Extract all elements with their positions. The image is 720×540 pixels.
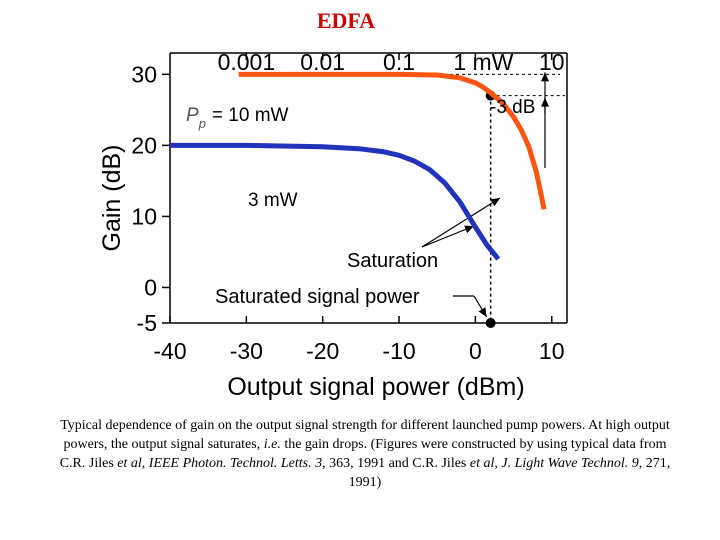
series-lines	[170, 71, 547, 261]
caption-text: , 271, 1991)	[348, 456, 671, 490]
saturation-arrow-2-head	[464, 225, 474, 234]
pump-symbol: P	[186, 105, 199, 126]
series-label-3mw: 3 mW	[248, 190, 298, 211]
caption-volume: 3	[315, 456, 323, 471]
y-axis-label: Gain (dB)	[98, 145, 126, 252]
saturated-power-arrow-head	[478, 307, 487, 317]
series-label-10mw: Pp = 10 mW	[186, 105, 289, 131]
x-tick-label: -10	[382, 338, 415, 364]
top-tick-label: 0.01	[300, 49, 345, 75]
x-tick-label: 0	[469, 338, 482, 364]
x-axis-label: Output signal power (dBm)	[227, 373, 524, 401]
top-tick-label: 1 mW	[453, 49, 513, 75]
caption-text: the gain drops. (Figures were constructe…	[59, 437, 667, 471]
x-tick-label: -30	[230, 338, 263, 364]
series-line-0	[238, 71, 547, 210]
caption-journal: J. Light Wave Technol.	[501, 456, 629, 471]
top-tick-label: 0.001	[218, 49, 276, 75]
caption-text: ,	[494, 456, 502, 471]
x-tick-label: 10	[539, 338, 565, 364]
axes: -40 -30 -20 -10 0 10 -5 0 10 20 30 0.001 0.01 0.1 1 mW…	[131, 49, 568, 364]
chart-labels: Output signal power (dBm) Gain (dB) Pp = …	[98, 97, 535, 401]
series-line-1	[170, 142, 501, 261]
caption-journal: IEEE Photon. Technol. Letts.	[148, 456, 312, 471]
slide-title: EDFA	[316, 8, 376, 33]
saturated-power-marker	[485, 318, 496, 328]
figure-caption: Typical dependence of gain on the output…	[50, 416, 680, 492]
y-tick-label: 20	[131, 132, 157, 158]
saturation-label: Saturation	[347, 250, 438, 272]
edfa-gain-chart: -40 -30 -20 -10 0 10 -5 0 10 20 30 0.001 0.01 0.1 1 mW…	[98, 49, 568, 401]
caption-italic: et al	[469, 456, 495, 471]
caption-italic: et al	[117, 456, 142, 471]
caption-text: ,	[141, 456, 149, 471]
saturation-arrow-1-head	[490, 198, 500, 207]
caption-text: Typical dependence of gain on the output…	[60, 418, 670, 452]
saturation-arrow-2-shaft	[421, 225, 475, 248]
top-tick-label: 0.1	[383, 49, 415, 75]
db-drop-arrow-down-head	[541, 72, 549, 82]
y-tick-label: 0	[144, 274, 157, 300]
pump-subscript: p	[198, 116, 206, 131]
saturated-power-label: Saturated signal power	[215, 286, 420, 308]
series-label-10mw-text: = 10 mW	[212, 105, 289, 126]
db-drop-arrow-up-head	[541, 97, 549, 107]
top-tick-label: 10	[539, 49, 565, 75]
y-tick-label: 30	[131, 61, 157, 87]
y-tick-label: 10	[131, 203, 157, 229]
guide-lines	[421, 72, 565, 328]
y-tick-label: -5	[137, 310, 157, 336]
caption-volume: 9	[631, 456, 639, 471]
caption-text: , 363, 1991 and C.R. Jiles	[322, 456, 470, 471]
db-drop-label: -3 dB	[490, 97, 535, 118]
x-tick-label: -20	[306, 338, 339, 364]
x-tick-label: -40	[153, 338, 186, 364]
caption-italic: i.e.	[263, 437, 281, 452]
saturation-arrow-1-shaft	[421, 197, 501, 248]
